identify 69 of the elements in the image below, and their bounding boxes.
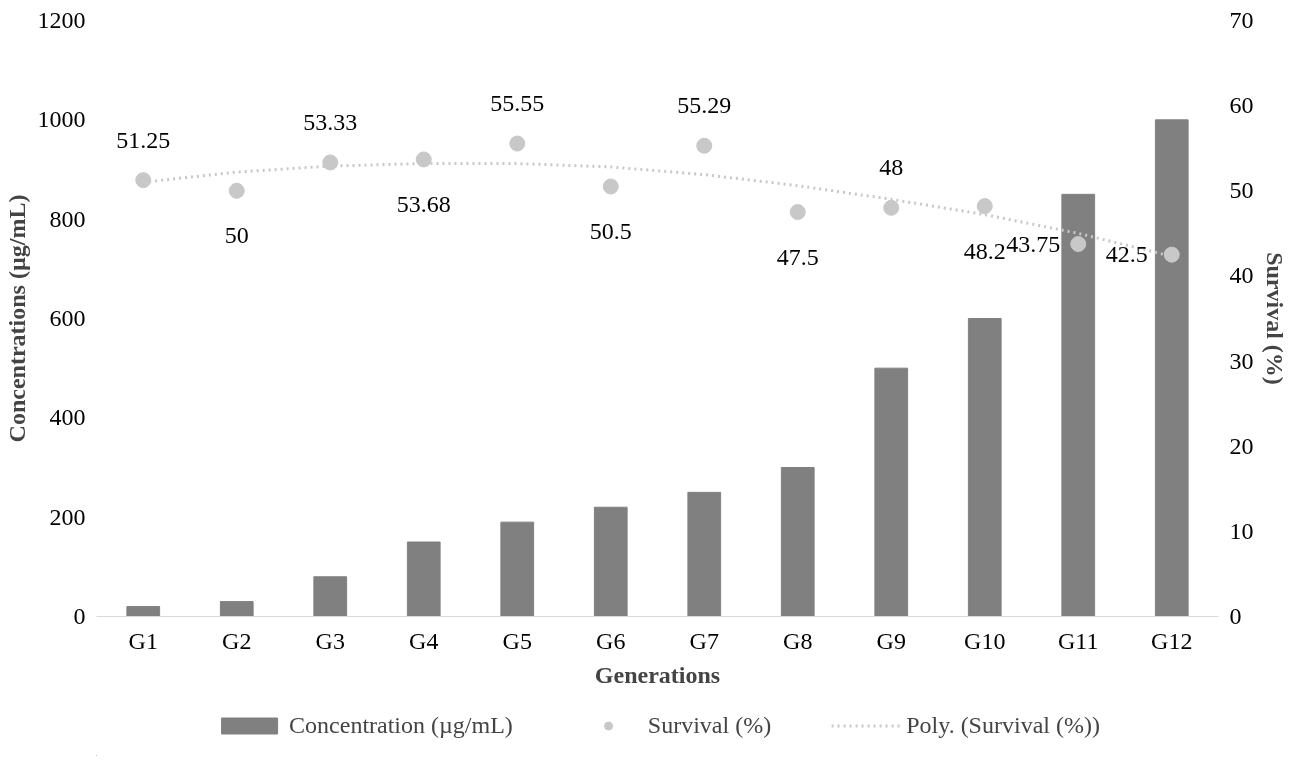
bar <box>1061 193 1096 617</box>
y2-tick-label: 40 <box>1229 262 1254 289</box>
point <box>602 178 619 195</box>
x-tick-label: G1 <box>128 627 158 654</box>
point <box>1163 246 1180 263</box>
y2-tick-label: 30 <box>1229 347 1254 374</box>
bar <box>780 467 815 617</box>
legend-label: Concentration (µg/mL) <box>289 711 513 739</box>
point <box>415 151 432 168</box>
x-tick-label: G11 <box>1058 627 1099 654</box>
x-tick-label: G3 <box>315 627 345 654</box>
point <box>228 182 245 199</box>
bar <box>313 576 348 617</box>
x-tick-label: G4 <box>409 627 439 654</box>
point <box>883 199 900 216</box>
y-tick-label: 200 <box>49 503 86 530</box>
y-tick-label: 600 <box>49 305 86 331</box>
bar <box>406 541 441 617</box>
bar <box>500 521 535 617</box>
y-tick-label: 1200 <box>37 7 86 33</box>
data-label: 43.75 <box>1006 230 1061 257</box>
y2-tick-label: 0 <box>1229 603 1242 629</box>
y-tick-label: 400 <box>49 404 86 431</box>
data-label: 51.25 <box>116 126 171 153</box>
point <box>509 135 526 152</box>
y2-tick-label: 50 <box>1229 177 1254 204</box>
y-tick-label: 0 <box>73 603 86 629</box>
y2-tick-label: 10 <box>1229 517 1254 544</box>
bar <box>1154 119 1189 617</box>
point <box>696 137 713 154</box>
bar <box>593 506 628 617</box>
legend-label: Survival (%) <box>647 711 772 739</box>
x-tick-label: G9 <box>876 627 906 654</box>
point <box>1070 236 1087 252</box>
data-label: 42.5 <box>1105 241 1148 268</box>
y-tick-label: 1000 <box>37 106 86 133</box>
x-tick-label: G10 <box>964 627 1006 654</box>
data-label: 50.5 <box>589 218 632 245</box>
legend-label: Poly. (Survival (%)) <box>906 711 1100 739</box>
data-label: 53.68 <box>396 190 451 217</box>
bar <box>967 318 1002 617</box>
x-tick-label: G7 <box>689 627 719 654</box>
data-label: 47.5 <box>776 243 819 270</box>
bar <box>219 601 254 617</box>
point <box>322 154 339 171</box>
bar <box>874 367 909 617</box>
y-axis-title: Concentrations (µg/mL) <box>3 194 30 443</box>
x-tick-label: G5 <box>502 627 532 654</box>
data-label: 55.55 <box>490 90 545 117</box>
point <box>135 172 152 189</box>
data-label: 48.2 <box>963 237 1006 264</box>
y2-axis-title: Survival (%) <box>1261 252 1288 385</box>
y2-tick-label: 20 <box>1229 432 1254 459</box>
bar <box>687 491 722 617</box>
data-label: 53.33 <box>303 108 358 135</box>
data-label: 48 <box>879 154 904 181</box>
point <box>789 204 806 221</box>
x-tick-label: G8 <box>783 627 813 654</box>
data-label: 55.29 <box>677 92 732 119</box>
x-tick-label: G2 <box>222 627 252 654</box>
x-tick-label: G12 <box>1151 627 1193 654</box>
y2-tick-label: 60 <box>1229 92 1254 119</box>
x-tick-label: G6 <box>596 627 626 654</box>
y2-tick-label: 70 <box>1229 7 1254 33</box>
bar <box>126 606 161 617</box>
x-axis-title: Generations <box>594 661 721 688</box>
point <box>976 198 993 215</box>
data-label: 50 <box>224 222 249 249</box>
y-tick-label: 800 <box>49 205 86 232</box>
